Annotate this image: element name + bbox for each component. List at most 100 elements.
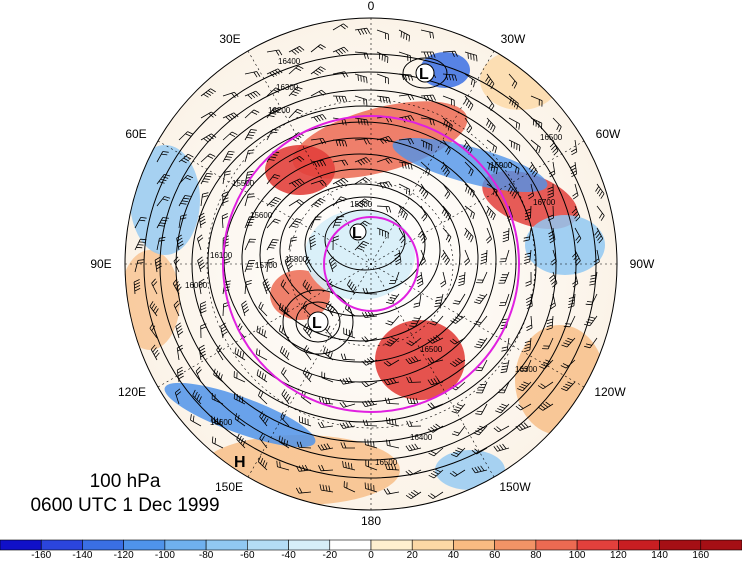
- low-center-marker: [307, 311, 329, 333]
- wind-barb: [549, 271, 558, 288]
- wind-barb: [449, 337, 466, 345]
- wind-barb: [530, 139, 541, 154]
- wind-barb: [323, 346, 334, 361]
- wind-barb: [428, 468, 444, 479]
- wind-barb: [572, 249, 581, 266]
- wind-barb: [442, 183, 451, 200]
- wind-barb: [310, 44, 326, 53]
- wind-barb: [176, 366, 184, 383]
- colorbar-swatch: [494, 539, 537, 551]
- longitude-label-60w: 60W: [596, 127, 621, 141]
- wind-barb: [256, 325, 268, 339]
- wind-barb: [365, 459, 378, 471]
- wind-barb: [178, 131, 194, 141]
- colorbar-tick-label: 40: [448, 550, 460, 561]
- wind-barb: [222, 112, 239, 122]
- contour-label: 15900: [490, 161, 513, 170]
- latitude-circle: [288, 181, 454, 347]
- longitude-label-30e: 30E: [219, 32, 240, 46]
- wind-barb: [384, 463, 400, 471]
- height-contour: [143, 53, 597, 479]
- colorbar-swatch: [40, 539, 83, 551]
- height-contour: [159, 71, 577, 461]
- wind-barb: [343, 481, 356, 493]
- wind-barb: [419, 249, 426, 266]
- wind-barb: [398, 115, 415, 123]
- wind-barb: [528, 161, 538, 178]
- wind-barb: [409, 315, 422, 327]
- colorbar-swatch: [205, 539, 248, 551]
- wind-barb: [376, 73, 389, 85]
- wind-barb: [427, 335, 444, 344]
- wind-barb: [278, 324, 290, 339]
- wind-barb: [310, 114, 327, 123]
- wind-barb: [572, 183, 579, 200]
- wind-barb: [596, 205, 605, 221]
- wind-barb: [406, 397, 422, 405]
- wind-barb: [354, 73, 368, 84]
- wind-barb: [485, 73, 495, 90]
- wind-barb: [241, 300, 250, 317]
- anomaly-cool-hudson: [525, 215, 605, 275]
- wind-barbs: [133, 23, 605, 500]
- wind-barb: [200, 192, 209, 207]
- wind-barb: [266, 218, 281, 229]
- wind-barb: [278, 435, 290, 449]
- wind-barb: [310, 89, 327, 97]
- wind-barb: [222, 131, 238, 141]
- colorbar-swatch: [700, 539, 742, 551]
- wind-barb: [584, 315, 598, 327]
- wind-barb: [198, 278, 205, 295]
- colorbar-tick-label: 140: [651, 550, 668, 561]
- wind-barb: [256, 348, 268, 361]
- wind-barb: [398, 183, 411, 196]
- wind-barb: [361, 336, 378, 343]
- wind-barb: [515, 422, 532, 431]
- wind-barb: [310, 160, 327, 168]
- wind-barb: [364, 438, 378, 449]
- colorbar-tick-label: -140: [72, 550, 92, 561]
- wind-barb: [547, 183, 554, 199]
- low-label: L: [312, 315, 322, 332]
- wind-barb: [211, 436, 224, 449]
- wind-barb: [310, 138, 327, 145]
- wind-barb: [266, 258, 275, 273]
- colorbar-swatch: [576, 539, 619, 551]
- wind-barb: [332, 46, 349, 56]
- colorbar-tick-label: 160: [692, 550, 709, 561]
- wind-barb: [150, 344, 160, 361]
- wind-barb: [406, 337, 422, 346]
- longitude-label-180: 180: [361, 514, 381, 528]
- wind-barb: [266, 239, 279, 251]
- height-contour: [402, 57, 448, 89]
- longitude-label-120e: 120E: [118, 385, 146, 399]
- wind-barb: [574, 227, 582, 244]
- wind-barb: [178, 214, 187, 229]
- longitude-label-30w: 30W: [501, 32, 526, 46]
- wind-barb: [570, 139, 578, 156]
- wind-barb: [440, 249, 450, 266]
- wind-barb: [310, 197, 326, 208]
- wind-barb: [149, 323, 158, 339]
- wind-barb: [421, 51, 436, 58]
- wind-barb: [499, 293, 510, 306]
- wind-barb: [222, 191, 229, 207]
- wind-barb: [354, 240, 370, 251]
- wind-barb: [133, 279, 141, 295]
- wind-barb: [486, 161, 498, 175]
- longitude-label-90w: 90W: [630, 257, 655, 271]
- wind-barb: [464, 117, 473, 134]
- anomaly-cool-southeast: [435, 450, 505, 490]
- wind-barb: [200, 153, 216, 163]
- wind-barb: [376, 227, 389, 239]
- wind-barb: [527, 183, 534, 200]
- wind-barb: [585, 293, 598, 306]
- wind-barb: [537, 381, 554, 390]
- wind-barb: [420, 117, 435, 126]
- wind-barb: [281, 389, 291, 405]
- wind-barb: [530, 117, 543, 130]
- wind-barb: [244, 170, 254, 185]
- wind-barb: [547, 205, 554, 221]
- wind-barb: [376, 51, 389, 64]
- wind-barb: [434, 293, 444, 307]
